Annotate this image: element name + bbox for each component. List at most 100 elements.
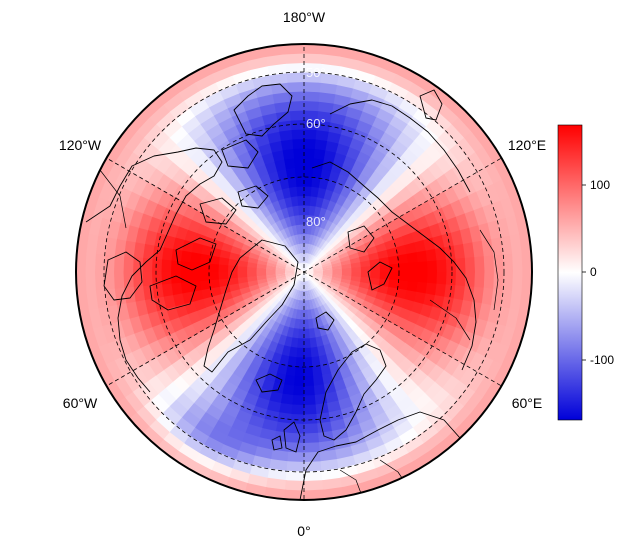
field-cell xyxy=(119,318,135,339)
field-cell xyxy=(278,129,293,142)
field-cell xyxy=(291,289,298,300)
field-cell xyxy=(352,400,370,416)
field-cell xyxy=(297,338,305,349)
field-cell xyxy=(171,74,195,94)
field-cell xyxy=(236,266,248,273)
field-cell xyxy=(306,280,311,291)
field-cell xyxy=(139,344,157,364)
field-cell xyxy=(406,115,427,134)
field-cell xyxy=(345,291,357,301)
field-cell xyxy=(193,299,207,312)
field-cell xyxy=(302,119,318,130)
field-cell xyxy=(283,216,292,228)
field-cell xyxy=(303,233,308,244)
field-cell xyxy=(265,213,276,226)
field-cell xyxy=(302,109,319,121)
field-cell xyxy=(270,286,281,295)
field-cell xyxy=(275,421,292,434)
field-cell xyxy=(339,281,351,289)
field-cell xyxy=(134,227,148,246)
field-cell xyxy=(309,279,317,289)
field-cell xyxy=(267,72,288,86)
field-cell xyxy=(256,220,268,232)
field-cell xyxy=(296,272,304,280)
field-cell xyxy=(286,327,295,339)
field-cell xyxy=(304,309,309,321)
field-cell xyxy=(229,245,242,256)
field-cell xyxy=(411,107,433,127)
field-cell xyxy=(327,310,338,322)
field-cell xyxy=(304,268,314,272)
field-cell xyxy=(333,293,344,303)
field-cell xyxy=(304,423,320,435)
field-cell xyxy=(408,261,419,272)
field-cell xyxy=(332,268,343,272)
field-cell xyxy=(335,244,346,253)
field-cell xyxy=(127,110,150,133)
field-cell xyxy=(313,287,321,298)
field-cell xyxy=(254,446,274,460)
field-cell xyxy=(403,434,426,454)
field-cell xyxy=(351,78,373,94)
field-cell xyxy=(450,297,464,314)
field-cell xyxy=(399,426,420,446)
field-cell xyxy=(427,271,438,284)
field-cell xyxy=(141,272,153,288)
field-cell xyxy=(304,264,312,272)
field-cell xyxy=(262,244,273,254)
field-cell xyxy=(182,386,202,405)
field-cell xyxy=(459,365,478,387)
field-cell xyxy=(460,347,478,368)
field-cell xyxy=(241,310,254,322)
field-cell xyxy=(411,300,425,315)
field-cell xyxy=(268,252,280,261)
field-cell xyxy=(322,264,333,269)
field-cell xyxy=(131,137,152,159)
field-cell xyxy=(308,255,316,265)
field-cell xyxy=(262,291,273,300)
field-cell xyxy=(365,435,386,452)
field-cell xyxy=(441,202,457,220)
field-cell xyxy=(395,64,419,83)
field-cell xyxy=(163,295,176,310)
field-cell xyxy=(402,89,425,109)
field-cell xyxy=(302,252,304,263)
field-cell xyxy=(264,161,277,175)
field-cell xyxy=(150,394,171,415)
field-cell xyxy=(298,328,305,340)
field-cell xyxy=(478,302,492,322)
field-cell xyxy=(325,247,336,256)
field-cell xyxy=(348,251,360,260)
field-cell xyxy=(423,236,436,251)
field-cell xyxy=(157,336,173,354)
field-cell xyxy=(360,476,384,493)
field-cell xyxy=(312,274,323,279)
field-cell xyxy=(308,254,314,264)
field-cell xyxy=(313,205,322,217)
field-cell xyxy=(264,241,275,251)
field-cell xyxy=(432,294,446,309)
field-cell xyxy=(277,257,288,265)
field-cell xyxy=(320,293,329,304)
field-cell xyxy=(333,378,348,392)
field-cell xyxy=(289,346,298,358)
field-cell xyxy=(110,321,126,342)
field-cell xyxy=(169,399,189,419)
field-cell xyxy=(199,253,211,265)
field-cell xyxy=(96,157,115,181)
field-cell xyxy=(281,251,291,260)
field-cell xyxy=(402,402,422,421)
field-cell xyxy=(218,257,230,266)
field-cell xyxy=(420,358,438,377)
field-cell xyxy=(374,65,397,83)
field-cell xyxy=(371,116,390,133)
field-cell xyxy=(351,266,362,272)
field-cell xyxy=(313,246,321,257)
field-cell xyxy=(319,168,332,181)
field-cell xyxy=(312,263,323,269)
field-cell xyxy=(413,352,430,371)
field-cell xyxy=(451,405,473,427)
field-cell xyxy=(299,223,304,235)
field-cell xyxy=(411,368,429,387)
field-cell xyxy=(210,131,228,149)
